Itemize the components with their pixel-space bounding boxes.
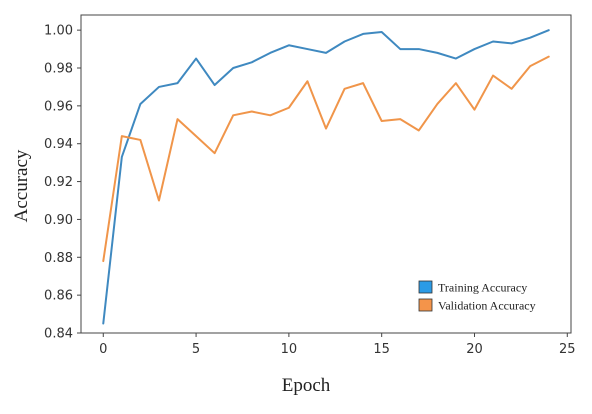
legend: Training Accuracy Validation Accuracy [418, 280, 536, 313]
x-tick-label: 0 [99, 342, 107, 357]
x-axis-title: Epoch [282, 375, 331, 396]
x-tick-label: 5 [192, 342, 200, 357]
y-tick-label: 1.00 [44, 24, 73, 39]
plot-frame [80, 14, 572, 334]
y-tick-label: 0.88 [44, 251, 73, 266]
x-tick-label: 25 [559, 342, 576, 357]
axes-group [80, 14, 572, 334]
y-tick-label: 0.90 [44, 213, 73, 228]
legend-label: Training Accuracy [438, 281, 527, 295]
y-tick-label: 0.92 [44, 175, 73, 190]
y-tick-label: 0.94 [44, 137, 73, 152]
x-tick-label: 10 [281, 342, 298, 357]
x-tick-label: 15 [373, 342, 390, 357]
validation-accuracy-line [102, 55, 550, 263]
series-group [102, 29, 550, 325]
y-tick-label: 0.86 [44, 289, 73, 304]
legend-swatch [418, 298, 433, 312]
training-accuracy-line [102, 29, 550, 325]
ticks-group: 0 5 10 15 20 25 0.84 0.86 0.88 0.90 0.92 0.94 0.96 0.… [44, 24, 576, 357]
y-tick-label: 0.96 [44, 99, 73, 114]
legend-swatch [418, 280, 433, 294]
y-axis-title: Accuracy [11, 149, 32, 222]
x-tick-label: 20 [466, 342, 483, 357]
legend-label: Validation Accuracy [438, 299, 536, 313]
y-tick-label: 0.84 [44, 327, 73, 342]
y-tick-label: 0.98 [44, 62, 73, 77]
